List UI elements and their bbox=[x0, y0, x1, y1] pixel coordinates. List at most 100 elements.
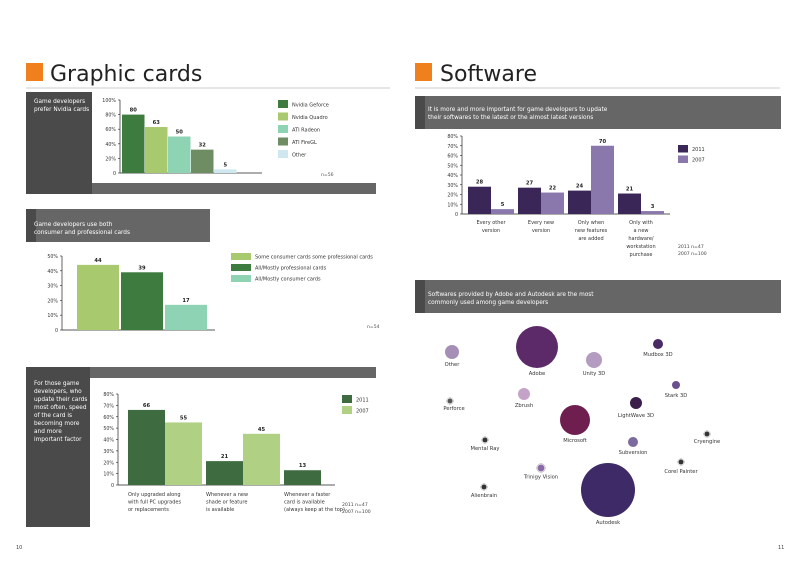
software-bar-value: 22 bbox=[549, 186, 557, 192]
nvidia-y-tick-label: 100% bbox=[102, 98, 116, 104]
legend-swatch bbox=[342, 395, 352, 403]
legend-swatch bbox=[278, 150, 288, 158]
cards-use-legend: Some consumer cards some professional ca… bbox=[231, 253, 373, 283]
cards-y-tick-label: 50% bbox=[47, 254, 58, 260]
software-bubble bbox=[447, 398, 453, 404]
upgrade-bar bbox=[206, 461, 243, 485]
panel-5-header: Softwares provided by Adobe and Autodesk… bbox=[428, 292, 595, 306]
legend-swatch bbox=[342, 406, 352, 414]
upgrade-y-tick-label: 20% bbox=[103, 460, 114, 466]
panel-5-header-shade bbox=[415, 280, 425, 313]
software-bubble-label: Adobe bbox=[529, 371, 545, 377]
software-bubble bbox=[481, 484, 487, 490]
software-bubble-ring bbox=[481, 436, 489, 444]
legend-label: 2007 bbox=[692, 158, 705, 164]
upgrade-y-tick-label: 60% bbox=[103, 415, 114, 421]
legend-label: 2007 bbox=[356, 409, 369, 415]
software-category-label: version bbox=[482, 228, 500, 234]
upgrade-y-tick-label: 0 bbox=[111, 483, 114, 489]
software-y-tick-label: 50% bbox=[447, 163, 458, 169]
software-category-label: new features bbox=[575, 228, 608, 234]
upgrade-chart: 0 10% 20% 30% 40% 50% 60% 70% 80% 66 55 Only upgrad… bbox=[103, 392, 345, 513]
software-y-tick-label: 0 bbox=[455, 212, 458, 218]
upgrade-category-label: Only upgraded along bbox=[128, 492, 181, 498]
software-y-tick-label: 70% bbox=[447, 144, 458, 150]
legend-label: 2011 bbox=[692, 147, 705, 153]
upgrade-bar-value: 13 bbox=[299, 463, 307, 469]
software-y-tick-label: 40% bbox=[447, 173, 458, 179]
panel-3-shade bbox=[26, 367, 90, 527]
upgrade-category-label: with full PC upgrades bbox=[128, 500, 181, 506]
panel-3-header: For those game developers, who update th… bbox=[34, 381, 89, 443]
upgrade-legend: 2011 2007 bbox=[342, 395, 369, 415]
software-bubble-label: Corel Painter bbox=[664, 469, 698, 475]
panel-2-header-bar bbox=[26, 209, 210, 242]
upgrade-category-label: Whenever a new bbox=[206, 492, 248, 498]
cards-use-bar bbox=[77, 264, 119, 330]
upgrade-category-label: Whenever a faster bbox=[284, 492, 331, 498]
legend-label: 2011 bbox=[356, 398, 369, 404]
legend-label: ATI Radeon bbox=[292, 128, 320, 134]
software-bubble-chart: Adobe Autodesk Microsoft Unity 3D Other Zbrus… bbox=[443, 326, 720, 526]
software-category-label: Only when bbox=[578, 220, 605, 226]
panel-4-header-shade bbox=[415, 96, 425, 129]
software-bubble-label: Other bbox=[445, 362, 461, 368]
upgrade-bar bbox=[284, 470, 321, 485]
upgrade-note-2: 2007 n=100 bbox=[342, 509, 371, 515]
legend-label: Some consumer cards some professional ca… bbox=[255, 255, 373, 261]
software-bubble-label: Unity 3D bbox=[583, 371, 606, 377]
software-bubble-label: Mental Ray bbox=[471, 446, 500, 452]
software-bubble bbox=[630, 397, 642, 409]
nvidia-bar-value: 32 bbox=[199, 143, 207, 149]
software-bar-value: 24 bbox=[576, 184, 584, 190]
cards-use-bar-value: 17 bbox=[182, 298, 190, 304]
software-bubble bbox=[560, 405, 590, 435]
upgrade-category-label: card is available bbox=[284, 500, 325, 506]
upgrade-bar bbox=[128, 409, 165, 485]
nvidia-bar-value: 63 bbox=[153, 120, 161, 126]
software-bubble-ring bbox=[703, 430, 711, 438]
upgrade-category-label: is available bbox=[206, 507, 234, 513]
legend-label: All/Mostly professional cards bbox=[255, 266, 327, 272]
software-bubble-label: Trinigy Vision bbox=[523, 475, 558, 481]
software-category-label: Every other bbox=[476, 220, 506, 226]
software-bar-value: 21 bbox=[626, 187, 634, 193]
software-category-label: workstation bbox=[626, 244, 655, 250]
software-bubble-ring bbox=[480, 483, 488, 491]
panel-2-header: Game developers use both consumer and pr… bbox=[34, 222, 130, 236]
right-page-number: 11 bbox=[778, 545, 784, 551]
upgrade-category-label: shade or feature bbox=[206, 500, 247, 506]
software-bubble-ring bbox=[536, 463, 546, 473]
cards-use-note: n=54 bbox=[367, 324, 380, 330]
software-bubble-ring bbox=[446, 397, 454, 405]
software-category-label: version bbox=[532, 228, 550, 234]
upgrade-y-tick-label: 80% bbox=[103, 392, 114, 398]
upgrade-bar-value: 45 bbox=[258, 427, 266, 433]
software-bubble bbox=[518, 388, 530, 400]
nvidia-bar bbox=[168, 136, 191, 173]
nvidia-y-tick-label: 80% bbox=[105, 113, 116, 119]
software-y-tick-label: 20% bbox=[447, 193, 458, 199]
legend-label: Nvidia Quadro bbox=[292, 115, 328, 121]
software-bar-value: 5 bbox=[501, 202, 505, 208]
upgrade-y-tick-label: 50% bbox=[103, 426, 114, 432]
software-bar bbox=[591, 145, 614, 214]
software-y-tick-label: 80% bbox=[447, 134, 458, 140]
legend-swatch bbox=[278, 125, 288, 133]
legend-label: ATI FireGL bbox=[292, 140, 317, 146]
cards-use-bar-value: 44 bbox=[94, 258, 102, 264]
software-category-label: purchase bbox=[630, 252, 653, 258]
panel-4-header: It is more and more important for game d… bbox=[428, 107, 609, 121]
software-bar-value: 28 bbox=[476, 180, 484, 186]
nvidia-bar bbox=[191, 149, 214, 173]
legend-swatch bbox=[231, 253, 251, 260]
legend-label: All/Mostly consumer cards bbox=[255, 277, 321, 283]
software-bar bbox=[618, 193, 641, 214]
legend-swatch bbox=[278, 100, 288, 108]
nvidia-note: n=56 bbox=[321, 172, 334, 178]
cards-use-bar-value: 39 bbox=[138, 265, 146, 271]
software-bubble bbox=[678, 459, 684, 465]
nvidia-y-tick-label: 40% bbox=[105, 142, 116, 148]
software-note-1: 2011 n=47 bbox=[678, 244, 704, 250]
upgrade-y-tick-label: 70% bbox=[103, 403, 114, 409]
